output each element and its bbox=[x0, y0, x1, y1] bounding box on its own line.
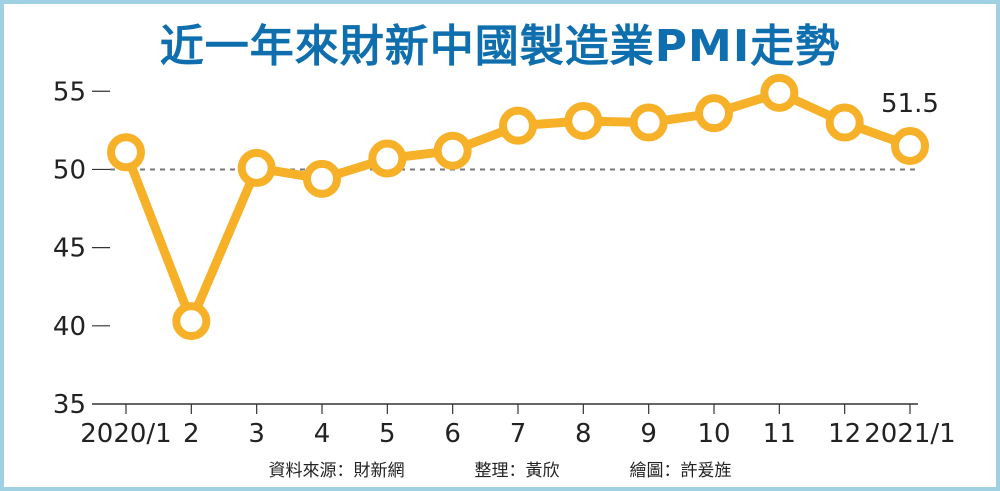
x-tick-label: 7 bbox=[510, 419, 527, 449]
pmi-data-point bbox=[303, 159, 341, 198]
x-tick-label: 2020/1 bbox=[80, 419, 171, 449]
x-tick-label: 2021/1 bbox=[864, 419, 955, 449]
pmi-data-point bbox=[433, 131, 472, 170]
pmi-data-point bbox=[564, 101, 603, 140]
pmi-data-point bbox=[499, 106, 537, 145]
chart-title: 近一年來財新中國製造業PMI走勢 bbox=[159, 21, 841, 72]
last-value-label: 51.5 bbox=[881, 89, 939, 119]
x-tick-label: 6 bbox=[444, 419, 461, 449]
y-tick-label: 45 bbox=[53, 234, 86, 264]
x-tick-label: 10 bbox=[697, 419, 730, 449]
y-tick-label: 50 bbox=[53, 155, 86, 185]
y-tick-label: 55 bbox=[53, 77, 86, 107]
pmi-data-point bbox=[107, 133, 145, 172]
x-tick-label: 12 bbox=[828, 419, 861, 449]
x-tick-label: 4 bbox=[314, 419, 331, 449]
x-tick-label: 3 bbox=[248, 419, 265, 449]
pmi-data-point bbox=[760, 73, 799, 112]
pmi-data-point bbox=[825, 103, 864, 142]
pmi-data-point bbox=[629, 103, 668, 142]
x-tick-label: 9 bbox=[640, 419, 657, 449]
y-tick-label: 40 bbox=[53, 312, 86, 342]
credits: 資料來源：財新網 整理：黃欣 繪圖：許爰旌 bbox=[0, 456, 1000, 481]
pmi-data-point bbox=[695, 94, 733, 133]
editor-credit: 整理：黃欣 bbox=[474, 461, 560, 481]
pmi-data-point bbox=[891, 127, 929, 165]
pmi-data-point bbox=[368, 139, 407, 178]
source-credit: 資料來源：財新網 bbox=[268, 461, 405, 481]
y-tick-label: 35 bbox=[53, 390, 86, 420]
x-tick-label: 11 bbox=[763, 419, 796, 449]
x-tick-label: 5 bbox=[379, 419, 396, 449]
pmi-data-point bbox=[237, 148, 276, 187]
pmi-data-point bbox=[172, 302, 211, 341]
artist-credit: 繪圖：許爰旌 bbox=[629, 461, 732, 481]
x-tick-label: 8 bbox=[575, 419, 592, 449]
x-tick-label: 2 bbox=[183, 419, 200, 449]
